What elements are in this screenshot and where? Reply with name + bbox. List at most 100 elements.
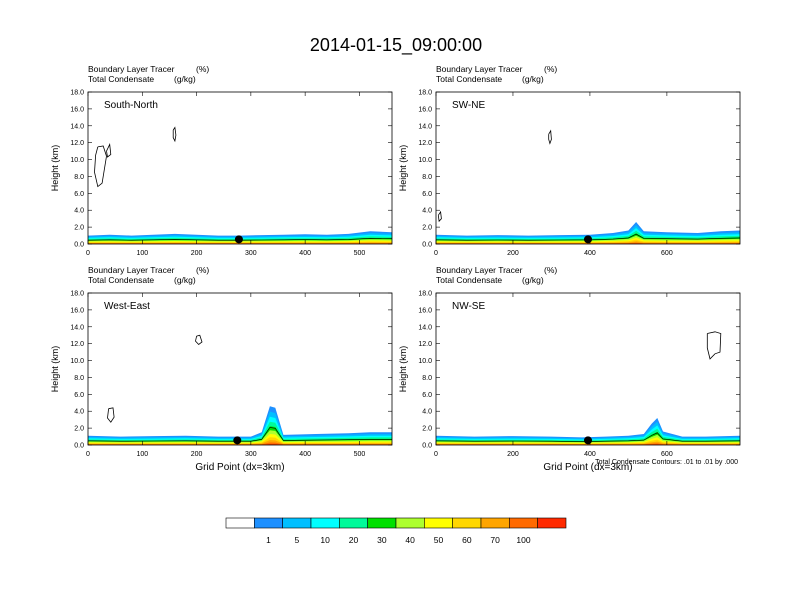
y-tick-label: 12.0 (70, 140, 84, 147)
colorbar-segment (367, 517, 397, 529)
header-tracer-unit: (%) (196, 265, 209, 275)
y-tick-label: 2.0 (74, 225, 84, 232)
contour-footnote: Total Condensate Contours: .01 to .01 by… (595, 459, 738, 466)
tracer-band-6 (88, 430, 392, 445)
y-tick-label: 10.0 (418, 358, 432, 365)
y-tick-label: 12.0 (70, 341, 84, 348)
colorbar-label: 10 (320, 535, 330, 545)
colorbar-segment (480, 517, 510, 529)
colorbar-segment (424, 517, 453, 529)
colorbar-label: 5 (294, 535, 299, 545)
condensate-contour-0 (706, 331, 722, 360)
plot-frame (87, 91, 393, 245)
panel-sw-ne: Boundary Layer Tracer (%) Total Condensate… (398, 64, 741, 257)
tracer-band-8 (88, 437, 392, 445)
panels: Boundary Layer Tracer (%) Total Condensate… (50, 64, 741, 473)
condensate-contour-low (88, 427, 392, 442)
site-marker (584, 436, 592, 445)
x-tick-label: 200 (507, 250, 519, 257)
plot-frame (435, 292, 741, 446)
y-tick-label: 2.0 (422, 225, 432, 232)
colorbar-segment (509, 517, 538, 529)
plot-frame (435, 91, 741, 245)
y-tick-label: 10.0 (70, 358, 84, 365)
header-condensate-unit: (g/kg) (522, 275, 544, 285)
panel-south-north: Boundary Layer Tracer (%) Total Condensate… (50, 64, 393, 257)
y-tick-label: 14.0 (70, 324, 84, 331)
y-tick-label: 0.0 (422, 443, 432, 450)
x-tick-label: 0 (86, 451, 90, 458)
y-axis-label: Height (km) (50, 346, 60, 393)
tracer-band-10 (436, 443, 740, 445)
x-axis-label: Grid Point (dx=3km) (195, 462, 284, 473)
colorbar-label: 50 (434, 535, 444, 545)
condensate-contour-1 (106, 142, 112, 158)
y-axis-label: Height (km) (398, 346, 408, 393)
colorbar-segment (537, 517, 567, 529)
y-tick-label: 18.0 (418, 291, 432, 298)
y-tick-label: 10.0 (70, 157, 84, 164)
x-tick-label: 200 (191, 250, 203, 257)
y-tick-label: 16.0 (418, 307, 432, 314)
x-tick-label: 200 (191, 451, 203, 458)
y-tick-label: 16.0 (418, 106, 432, 113)
tracer-band-10 (88, 442, 392, 445)
x-tick-label: 600 (661, 451, 673, 458)
condensate-contour-low (436, 432, 740, 442)
x-tick-label: 200 (507, 451, 519, 458)
site-marker (584, 235, 592, 244)
site-marker (234, 235, 243, 244)
y-tick-label: 4.0 (74, 409, 84, 416)
header-tracer-unit: (%) (544, 64, 557, 74)
header-condensate-unit: (g/kg) (174, 74, 196, 84)
tracer-field (436, 222, 740, 244)
x-tick-label: 600 (661, 250, 673, 257)
colorbar-segment (254, 517, 283, 529)
x-tick-label: 0 (434, 451, 438, 458)
panel-west-east: Boundary Layer Tracer (%) Total Condensate… (50, 265, 393, 473)
colorbar-label: 100 (516, 535, 530, 545)
y-tick-label: 8.0 (74, 375, 84, 382)
y-tick-label: 6.0 (74, 392, 84, 399)
header-tracer: Boundary Layer Tracer (88, 265, 175, 275)
tracer-band-9 (88, 440, 392, 445)
tracer-band-4 (88, 421, 392, 445)
header-tracer: Boundary Layer Tracer (88, 64, 175, 74)
tracer-band-3 (88, 416, 392, 445)
tracer-band-1 (88, 406, 392, 445)
panel-label: SW-NE (452, 100, 485, 111)
x-tick-label: 300 (245, 451, 257, 458)
colorbar-label: 1 (266, 535, 271, 545)
y-tick-label: 4.0 (74, 208, 84, 215)
y-tick-label: 12.0 (418, 341, 432, 348)
x-tick-label: 500 (354, 250, 366, 257)
y-tick-label: 14.0 (70, 123, 84, 130)
x-tick-label: 400 (584, 451, 596, 458)
y-tick-label: 16.0 (70, 106, 84, 113)
y-tick-label: 18.0 (70, 90, 84, 97)
panel-label: South-North (104, 100, 158, 111)
header-tracer: Boundary Layer Tracer (436, 265, 523, 275)
x-tick-label: 400 (584, 250, 596, 257)
y-tick-label: 14.0 (418, 123, 432, 130)
colorbar-segment (452, 517, 482, 529)
panel-nw-se: Boundary Layer Tracer (%) Total Condensate… (398, 265, 741, 473)
y-tick-label: 8.0 (422, 375, 432, 382)
header-tracer-unit: (%) (544, 265, 557, 275)
colorbar-label: 60 (462, 535, 472, 545)
condensate-contour-0 (437, 210, 442, 223)
figure-title: 2014-01-15_09:00:00 (310, 35, 482, 56)
y-tick-label: 0.0 (74, 242, 84, 249)
y-tick-label: 18.0 (418, 90, 432, 97)
y-tick-label: 0.0 (74, 443, 84, 450)
header-tracer: Boundary Layer Tracer (436, 64, 523, 74)
header-condensate: Total Condensate (436, 74, 502, 84)
x-tick-label: 0 (86, 250, 90, 257)
x-axis-label: Grid Point (dx=3km) (543, 462, 632, 473)
condensate-contour-0 (94, 145, 107, 188)
y-tick-label: 16.0 (70, 307, 84, 314)
y-axis-label: Height (km) (50, 145, 60, 192)
y-tick-label: 4.0 (422, 409, 432, 416)
y-tick-label: 4.0 (422, 208, 432, 215)
